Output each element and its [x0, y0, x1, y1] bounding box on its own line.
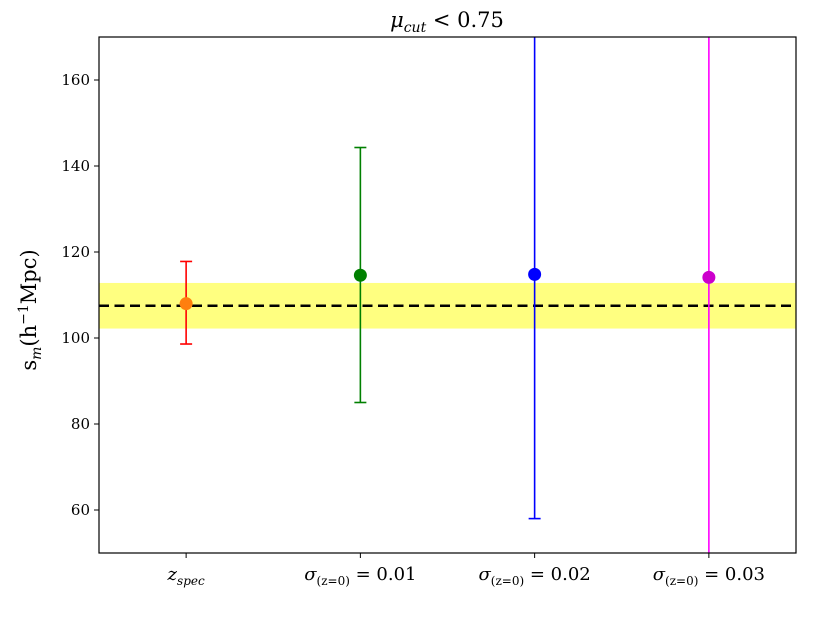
y-axis: 60 80 100 120 140 160	[61, 71, 99, 519]
x-tick-label-subscript-3: (z=0)	[665, 574, 698, 588]
x-tick-label-symbol-1: σ	[304, 564, 317, 585]
data-point-3	[702, 270, 716, 284]
x-tick-label-0: zspec	[167, 564, 205, 588]
y-tick-label-3: 120	[61, 243, 90, 261]
chart-title-subscript: cut	[404, 20, 427, 36]
y-axis-label-sub: m	[29, 347, 45, 360]
y-tick-label-5: 160	[61, 71, 90, 89]
data-point-2	[528, 267, 542, 281]
x-tick-label-2: σ(z=0) = 0.02	[478, 564, 590, 588]
x-tick-label-value-2: = 0.02	[524, 564, 591, 585]
data-point-0	[179, 297, 193, 311]
y-axis-label-pre: s	[17, 360, 41, 371]
y-tick-label-4: 140	[61, 157, 90, 175]
x-tick-label-subscript-1: (z=0)	[317, 574, 350, 588]
x-tick-label-1: σ(z=0) = 0.01	[304, 564, 416, 588]
y-axis-label-post: Mpc)	[17, 249, 41, 304]
data-point-1	[353, 268, 367, 282]
chart-title-symbol: μ	[390, 8, 404, 32]
y-axis-label-sup: −1	[16, 304, 32, 325]
x-tick-label-value-3: = 0.03	[698, 564, 765, 585]
x-tick-label-symbol-2: σ	[478, 564, 491, 585]
y-tick-label-1: 80	[71, 415, 90, 433]
y-axis-label-mid: (h	[17, 325, 41, 347]
x-tick-label-3: σ(z=0) = 0.03	[653, 564, 765, 588]
x-tick-label-symbol-3: σ	[653, 564, 666, 585]
x-tick-label-subscript-2: (z=0)	[491, 574, 524, 588]
x-tick-label-value-1: = 0.01	[350, 564, 417, 585]
x-tick-label-symbol-0: z	[167, 564, 178, 585]
chart-title: μcut < 0.75	[390, 8, 504, 36]
x-axis: zspec σ(z=0) = 0.01 σ(z=0) = 0.02 σ(z=0) = …	[167, 553, 765, 588]
plot-frame	[98, 36, 797, 554]
y-tick-label-2: 100	[61, 329, 90, 347]
chart-title-rest: < 0.75	[426, 8, 504, 32]
series-layer	[179, 37, 716, 553]
x-tick-label-subscript-0: spec	[177, 574, 205, 588]
y-tick-label-0: 60	[71, 501, 90, 519]
y-axis-label: sm(h−1Mpc)	[16, 249, 45, 370]
